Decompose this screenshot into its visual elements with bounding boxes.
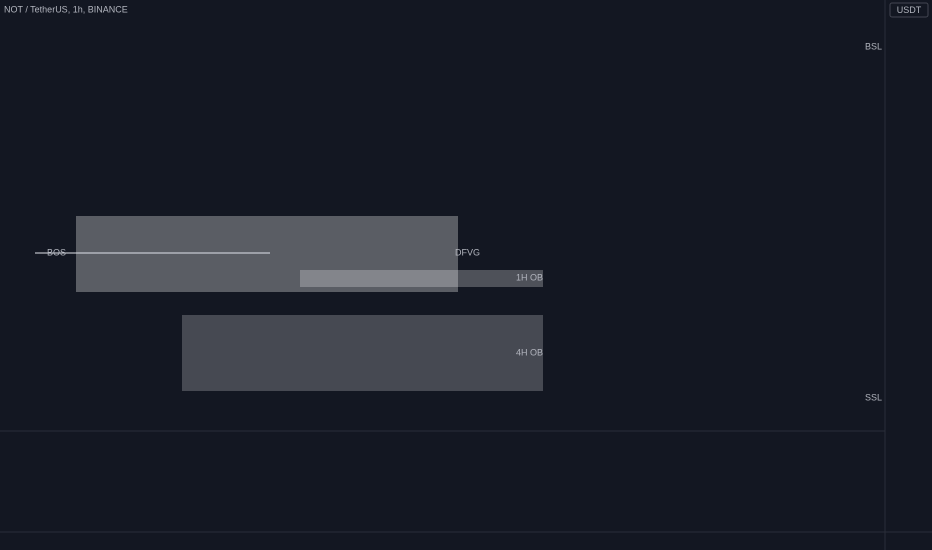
order-blocks: BOS DFVG 1H OB 4H OB BSL SSL [35, 41, 882, 402]
chart-title: NOT / TetherUS, 1h, BINANCE [4, 4, 128, 14]
ob-1h-label: 1H OB [516, 272, 543, 282]
currency: USDT [897, 5, 922, 15]
price-axis [885, 0, 932, 550]
ob-4h-label: 4H OB [516, 347, 543, 357]
ssl-label: SSL [865, 392, 882, 402]
ob-box [76, 216, 458, 292]
bsl-label: BSL [865, 41, 882, 51]
currency-box [889, 2, 929, 18]
ob-1h-box [300, 270, 543, 287]
bos-label: BOS [47, 247, 66, 257]
dfvg-label: DFVG [455, 247, 480, 257]
ob-4h-box [182, 315, 543, 391]
